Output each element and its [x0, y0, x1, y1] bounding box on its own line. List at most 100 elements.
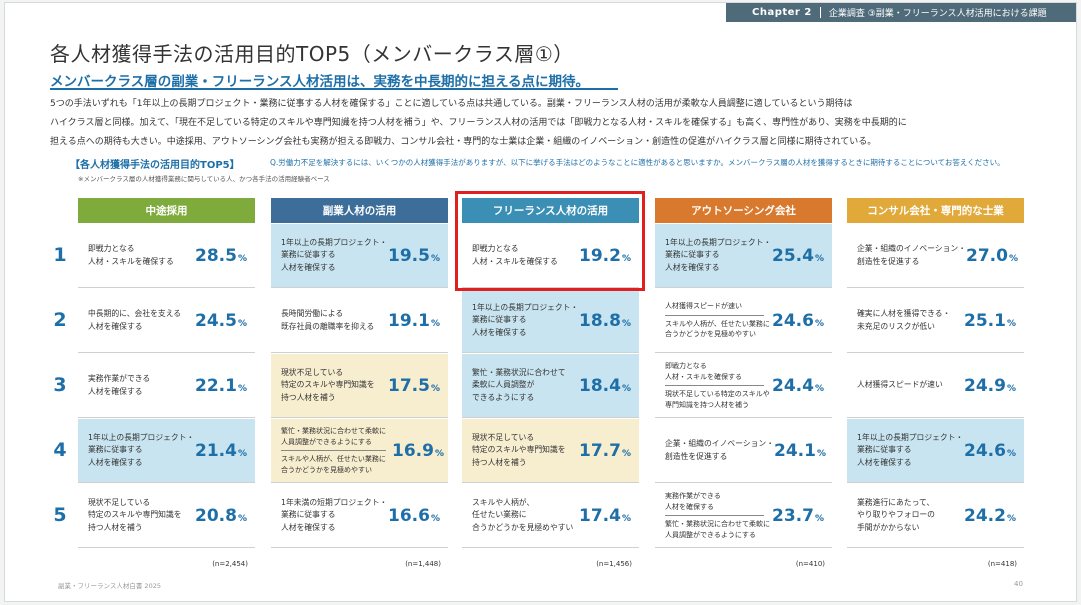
- ranking-cell: 業務進行にあたって、 やり取りやフォローの 手間がかからない 24.2%: [847, 484, 1024, 548]
- label-line: 中長期的に、会社を支える: [88, 309, 182, 318]
- rank-number: 3: [53, 374, 67, 396]
- percentage-value: 16.6%: [387, 506, 448, 526]
- column-header: アウトソーシング会社: [655, 198, 832, 223]
- label-line: 1年以上の長期プロジェクト・: [88, 432, 195, 442]
- ranking-cell: 即戦力となる 人材・スキルを確保する 19.2%: [462, 224, 639, 288]
- percentage-number: 18.8: [579, 310, 621, 331]
- sample-size: (n=410): [795, 560, 825, 568]
- ranking-cell: 確実に人材を獲得できる・ 未充足のリスクが低い 25.1%: [847, 289, 1024, 353]
- label-line: 専門知識を持つ人材を補う: [665, 400, 749, 409]
- label-line: 確実に人材を獲得できる・: [857, 309, 951, 318]
- percentage-value: 28.5%: [183, 246, 255, 266]
- percentage-value: 27.0%: [966, 246, 1026, 266]
- ranking-cell: スキルや人柄が、 任せたい業務に 合うかどうかを見極めやすい 17.4%: [462, 484, 639, 548]
- rank-number: 5: [53, 504, 67, 526]
- percent-sign: %: [814, 253, 824, 264]
- tie-item-b: 現状不足している特定のスキルや 専門知識を持つ人材を補う: [665, 389, 770, 410]
- percent-sign: %: [237, 253, 247, 264]
- percentage-number: 24.2: [964, 505, 1006, 526]
- label-line: 人材を確保する: [281, 262, 336, 272]
- tie-item-b: スキルや人柄が、任せたい業務に 合うかどうかを見極めやすい: [665, 319, 770, 340]
- percentage-number: 19.2: [579, 245, 621, 266]
- percentage-value: 22.1%: [183, 376, 255, 396]
- tie-item-b: スキルや人柄が、任せたい業務に 合うかどうかを見極めやすい: [281, 454, 392, 475]
- cell-label: 人材獲得スピードが速い: [847, 379, 952, 392]
- ranking-cell: 繁忙・業務状況に合わせて 柔軟に人員調整が できるようにする 18.4%: [462, 354, 639, 418]
- percentage-number: 16.6: [388, 505, 430, 526]
- ranking-cell: 現状不足している 特定のスキルや専門知識を 持つ人材を補う 17.7%: [462, 419, 639, 483]
- cell-label: 実務作業ができる 人材を確保する: [78, 373, 183, 398]
- label-line: 企業・組織のイノベーション・: [857, 244, 966, 253]
- label-line: 業務進行にあたって、: [857, 497, 935, 507]
- label-line: 実務作業ができる: [665, 492, 721, 500]
- percent-sign: %: [430, 318, 440, 329]
- label-line: 創造性を促進する: [665, 451, 728, 461]
- cell-label: 1年未満の短期プロジェクト・ 業務に従事する 人材を確保する: [271, 497, 387, 535]
- percentage-value: 24.1%: [774, 441, 834, 461]
- label-line: 業務に従事する: [88, 445, 143, 455]
- percentage-value: 24.9%: [952, 376, 1024, 396]
- label-line: 業務に従事する: [857, 445, 912, 455]
- label-line: スキルや人柄が、任せたい業務に: [281, 455, 386, 463]
- ranking-cell: 企業・組織のイノベーション・ 創造性を促進する 27.0%: [847, 224, 1024, 288]
- cell-label: 企業・組織のイノベーション・ 創造性を促進する: [655, 438, 774, 463]
- percentage-value: 18.4%: [567, 376, 639, 396]
- cell-label: 即戦力となる 人材・スキルを確保する 現状不足している特定のスキルや 専門知識を持つ人…: [655, 361, 770, 410]
- column-header: 中途採用: [78, 198, 255, 223]
- header-divider: [819, 7, 821, 18]
- ranking-cell: 1年未満の短期プロジェクト・ 業務に従事する 人材を確保する 16.6%: [271, 484, 448, 548]
- tie-item-a: 人材獲得スピードが速い: [665, 301, 764, 316]
- label-line: 人材を確保する: [857, 457, 912, 467]
- cell-label: スキルや人柄が、 任せたい業務に 合うかどうかを見極めやすい: [462, 497, 573, 535]
- label-line: 業務に従事する: [281, 250, 336, 260]
- label-line: 現状不足している: [472, 432, 535, 442]
- subtitle-underline: [50, 88, 618, 90]
- label-line: 手間がかからない: [857, 522, 920, 532]
- label-line: 人材・スキルを確保する: [665, 372, 742, 381]
- ranking-cell: 現状不足している 特定のスキルや専門知識を 持つ人材を補う 20.8%: [78, 484, 255, 548]
- column-header: コンサル会社・専門的な士業: [847, 198, 1024, 223]
- percent-sign: %: [237, 318, 247, 329]
- label-line: 人材を確保する: [665, 262, 720, 272]
- percentage-value: 24.2%: [952, 506, 1024, 526]
- percentage-number: 24.4: [772, 375, 814, 396]
- cell-label: 1年以上の長期プロジェクト・ 業務に従事する 人材を確保する: [655, 237, 771, 275]
- label-line: 人材を確保する: [472, 327, 527, 337]
- label-line: 特定のスキルや専門知識を: [472, 445, 566, 455]
- label-line: 1年未満の短期プロジェクト・: [281, 497, 388, 507]
- ranking-cell: 長時間労働による 既存社員の離職率を抑える 19.1%: [271, 289, 448, 353]
- cell-label: 現状不足している 特定のスキルや専門知識を 持つ人材を補う: [271, 367, 376, 405]
- percent-sign: %: [237, 513, 247, 524]
- ranking-cell: 人材獲得スピードが速い スキルや人柄が、任せたい業務に 合うかどうかを見極めやすい 2…: [655, 289, 832, 353]
- cell-label: 1年以上の長期プロジェクト・ 業務に従事する 人材を確保する: [847, 432, 963, 470]
- label-line: スキルや人柄が、: [472, 497, 535, 507]
- page-subtitle: メンバークラス層の副業・フリーランス人材活用は、実務を中長期的に担える点に期待。: [50, 74, 590, 90]
- percentage-number: 18.4: [579, 375, 621, 396]
- cell-label: 繁忙・業務状況に合わせて柔軟に 人員調整ができるようにする スキルや人柄が、任せたい…: [271, 426, 392, 475]
- label-line: できるようにする: [472, 392, 535, 402]
- percentage-number: 17.5: [388, 375, 430, 396]
- chapter-header: Chapter 2 企業調査 ③副業・フリーランス人材活用における課題: [726, 3, 1076, 22]
- ranking-cell: 1年以上の長期プロジェクト・ 業務に従事する 人材を確保する 18.8%: [462, 289, 639, 353]
- label-line: 未充足のリスクが低い: [857, 321, 935, 331]
- percentage-number: 25.1: [964, 310, 1006, 331]
- percent-sign: %: [1006, 513, 1016, 524]
- label-line: 即戦力となる: [472, 244, 519, 253]
- percentage-number: 20.8: [195, 505, 237, 526]
- rank-number: 1: [53, 244, 67, 266]
- page-number: 40: [1014, 580, 1023, 588]
- base-note: ※メンバークラス層の人材獲得業務に関与している人、かつ各手法の活用経験者ベース: [78, 175, 330, 183]
- percentage-number: 22.1: [195, 375, 237, 396]
- percentage-value: 19.2%: [567, 246, 639, 266]
- label-line: 人材を確保する: [665, 502, 714, 511]
- percentage-number: 23.7: [772, 505, 814, 526]
- label-line: 創造性を促進する: [857, 256, 920, 266]
- percent-sign: %: [621, 253, 631, 264]
- label-line: 企業・組織のイノベーション・: [665, 439, 774, 448]
- column-header: 副業人材の活用: [271, 198, 448, 223]
- page-title: 各人材獲得手法の活用目的TOP5（メンバークラス層①）: [50, 42, 574, 66]
- label-line: 合うかどうかを見極めやすい: [665, 330, 756, 339]
- cell-label: 確実に人材を獲得できる・ 未充足のリスクが低い: [847, 308, 952, 333]
- column-header: フリーランス人材の活用: [462, 198, 639, 223]
- label-line: 繁忙・業務状況に合わせて: [472, 367, 566, 377]
